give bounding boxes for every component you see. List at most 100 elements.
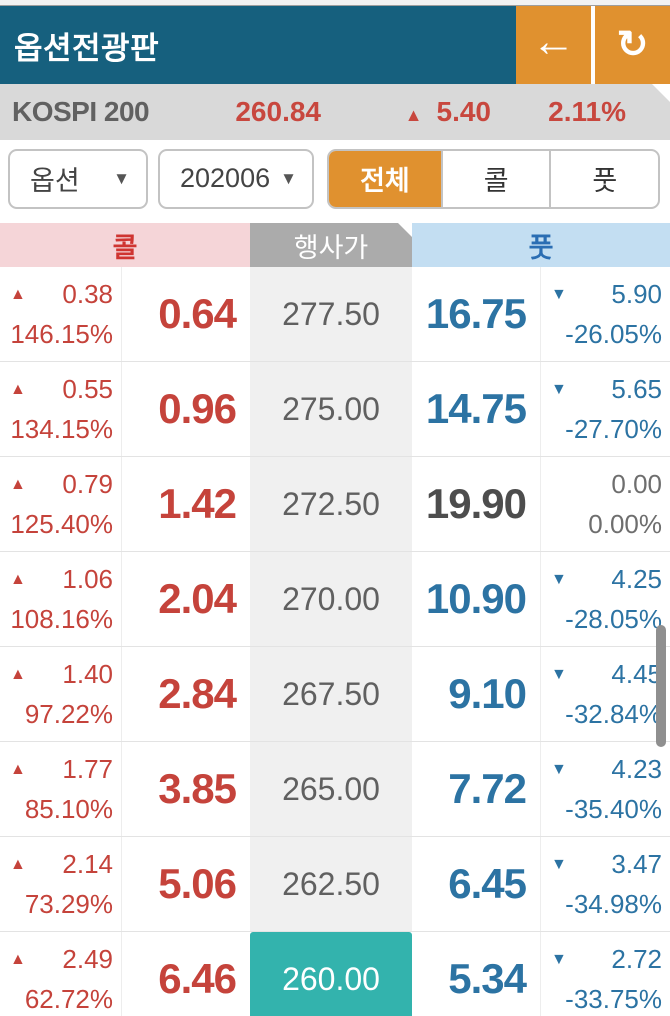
call-price: 2.84 [158,670,237,717]
put-change-percent: -34.98% [565,889,662,919]
put-change-cell: ▼ 4.25 -28.05% [540,552,670,646]
put-change-value: 5.65 [611,374,662,404]
chevron-down-icon: ▼ [280,168,297,188]
up-triangle-icon: ▲ [10,475,26,493]
put-change-value: 5.90 [611,279,662,309]
view-segmented-control: 전체 콜 풋 [327,148,660,209]
strike-header-label: 행사가 [293,232,369,263]
call-price: 3.85 [158,765,237,812]
expiry-value: 202006 [180,163,271,193]
header-buttons: ← ↻ [516,6,670,84]
status-strip [0,0,670,6]
refresh-button[interactable]: ↻ [595,6,670,84]
strike-price: 267.50 [250,647,412,741]
call-price: 0.64 [158,290,237,337]
strike-price: 262.50 [250,837,412,931]
up-triangle-icon: ▲ [404,105,423,125]
strike-column-header[interactable]: 행사가 [250,223,412,267]
index-change: ▲ 5.40 [321,96,491,128]
put-change-percent: -28.05% [565,604,662,634]
tab-call[interactable]: 콜 [440,150,550,207]
down-triangle-icon: ▼ [551,665,567,683]
index-name: KOSPI 200 [12,96,150,127]
up-triangle-icon: ▲ [10,665,26,683]
filter-bar: 옵션 ▼ 202006 ▼ 전체 콜 풋 [0,140,670,223]
put-change-cell: ▼ 5.90 -26.05% [540,267,670,361]
put-column-header: 풋 [412,223,670,267]
corner-notch [398,223,412,237]
table-row[interactable]: ▲ 1.40 97.22% 2.84 267.50 9.10 ▼ 4.45 -32.… [0,647,670,742]
strike-price: 277.50 [250,267,412,361]
tab-all[interactable]: 전체 [329,150,443,207]
put-change-cell: ▼ 2.72 -33.75% [540,932,670,1016]
table-row[interactable]: ▲ 0.55 134.15% 0.96 275.00 14.75 ▼ 5.65 -2… [0,362,670,457]
down-triangle-icon: ▼ [551,950,567,968]
put-change-value: 0.00 [611,469,662,499]
put-price: 19.90 [425,480,527,527]
up-triangle-icon: ▲ [10,760,26,778]
up-triangle-icon: ▲ [10,285,26,303]
down-triangle-icon: ▼ [551,570,567,588]
down-triangle-icon: ▼ [551,760,567,778]
call-change-cell: ▲ 2.14 73.29% [0,837,122,931]
call-change-percent: 146.15% [10,319,113,349]
put-price: 16.75 [425,290,527,337]
put-change-percent: -26.05% [565,319,662,349]
scrollbar-thumb[interactable] [656,625,666,747]
put-change-cell: ▼ 5.65 -27.70% [540,362,670,456]
page-title: 옵션전광판 [14,30,160,66]
option-type-value: 옵션 [30,166,80,196]
refresh-icon: ↻ [616,24,649,66]
put-change-percent: 0.00% [588,509,662,539]
call-change-percent: 108.16% [10,604,113,634]
table-row[interactable]: ▲ 1.77 85.10% 3.85 265.00 7.72 ▼ 4.23 -35.… [0,742,670,837]
down-triangle-icon: ▼ [551,285,567,303]
table-row[interactable]: ▲ 2.14 73.29% 5.06 262.50 6.45 ▼ 3.47 -34.… [0,837,670,932]
table-row[interactable]: ▲ 0.38 146.15% 0.64 277.50 16.75 ▼ 5.90 -2… [0,267,670,362]
call-change-cell: ▲ 0.79 125.40% [0,457,122,551]
put-change-cell: 0.00 0.00% [540,457,670,551]
option-type-dropdown[interactable]: 옵션 ▼ [8,148,148,209]
option-table-body: ▲ 0.38 146.15% 0.64 277.50 16.75 ▼ 5.90 -2… [0,267,670,1016]
up-triangle-icon: ▲ [10,570,26,588]
put-price: 7.72 [448,765,527,812]
call-change-cell: ▲ 1.40 97.22% [0,647,122,741]
call-change-value: 1.40 [62,659,113,689]
up-triangle-icon: ▲ [10,855,26,873]
chevron-down-icon: ▼ [113,168,130,188]
call-column-header: 콜 [0,223,250,267]
call-change-value: 0.55 [62,374,113,404]
expiry-dropdown[interactable]: 202006 ▼ [158,148,314,209]
corner-notch [652,84,670,102]
option-table-header: 콜 행사가 풋 [0,223,670,267]
table-row[interactable]: ▲ 1.06 108.16% 2.04 270.00 10.90 ▼ 4.25 -2… [0,552,670,647]
call-change-cell: ▲ 1.77 85.10% [0,742,122,836]
back-button[interactable]: ← [516,6,591,84]
strike-price: 260.00 [250,932,412,1016]
index-summary-bar: KOSPI 200 260.84 ▲ 5.40 2.11% [0,84,670,140]
put-change-percent: -33.75% [565,984,662,1014]
table-row[interactable]: ▲ 2.49 62.72% 6.46 260.00 5.34 ▼ 2.72 -33.… [0,932,670,1016]
put-change-value: 4.25 [611,564,662,594]
call-price: 6.46 [158,955,237,1002]
call-change-percent: 134.15% [10,414,113,444]
put-change-percent: -27.70% [565,414,662,444]
strike-price: 265.00 [250,742,412,836]
index-change-percent: 2.11% [548,96,626,127]
call-change-cell: ▲ 0.55 134.15% [0,362,122,456]
title-bar: 옵션전광판 [0,6,516,84]
put-change-value: 4.45 [611,659,662,689]
tab-put[interactable]: 풋 [549,150,658,207]
down-triangle-icon: ▼ [551,380,567,398]
up-triangle-icon: ▲ [10,380,26,398]
strike-price: 275.00 [250,362,412,456]
table-row[interactable]: ▲ 0.79 125.40% 1.42 272.50 19.90 0.00 0.0… [0,457,670,552]
call-change-cell: ▲ 1.06 108.16% [0,552,122,646]
index-change-value: 5.40 [436,96,492,127]
strike-price: 270.00 [250,552,412,646]
put-price: 9.10 [448,670,527,717]
down-triangle-icon: ▼ [551,855,567,873]
put-change-cell: ▼ 4.23 -35.40% [540,742,670,836]
call-price: 1.42 [158,480,237,527]
put-price: 5.34 [448,955,527,1002]
